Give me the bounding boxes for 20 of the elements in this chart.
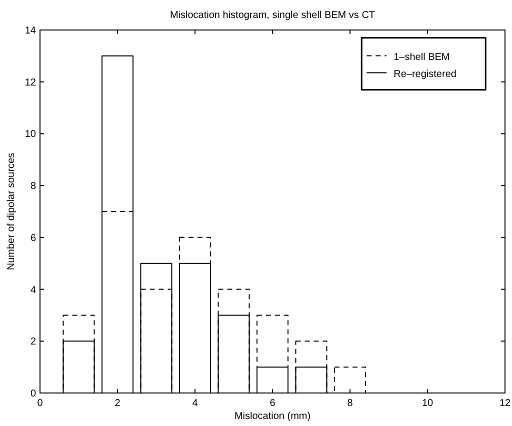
x-tick-label: 2: [114, 398, 121, 409]
legend-label: Re–registered: [394, 68, 456, 80]
y-axis-title: Number of dipolar sources: [6, 152, 17, 270]
x-tick-label: 8: [347, 398, 354, 409]
x-tick-label: 6: [270, 398, 276, 409]
x-axis-title: Mislocation (mm): [234, 411, 311, 422]
x-tick-label: 4: [192, 398, 198, 409]
legend-label: 1–shell BEM: [394, 52, 450, 63]
chart-title: Mislocation histogram, single shell BEM vs CT: [170, 10, 376, 21]
y-tick-label: 2: [30, 336, 36, 348]
x-tick-label: 10: [422, 398, 434, 409]
y-tick-label: 14: [24, 26, 36, 36]
y-tick-label: 0: [30, 388, 36, 400]
x-tick-label: 0: [37, 398, 44, 409]
y-tick-label: 4: [30, 284, 36, 296]
x-tick-label: 12: [499, 398, 511, 409]
y-tick-label: 10: [24, 129, 36, 140]
y-tick-label: 6: [30, 232, 36, 244]
y-tick-label: 8: [30, 181, 36, 192]
y-tick-label: 12: [24, 77, 36, 88]
